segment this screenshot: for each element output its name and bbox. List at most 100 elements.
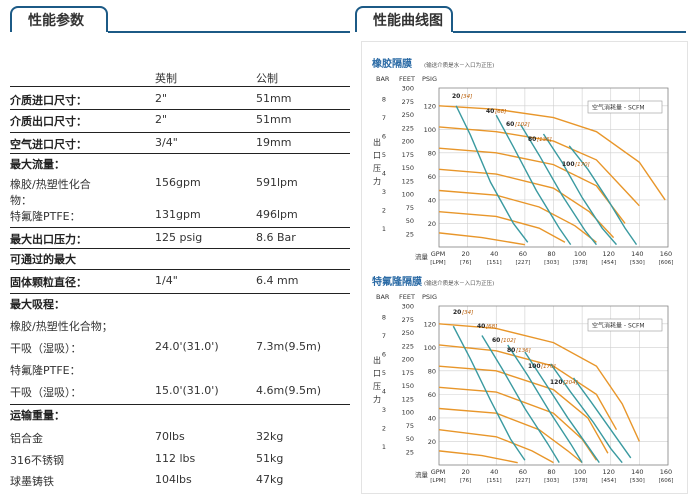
air-curve [455, 105, 529, 243]
lpm-tick-label: [454] [601, 478, 616, 484]
pressure-curve [438, 323, 641, 442]
air-label-bracket: [136] [516, 348, 531, 354]
pressure-curve [438, 105, 666, 201]
lpm-tick-label: [151] [487, 260, 502, 266]
air-label-bracket: [204] [563, 380, 578, 386]
gpm-tick-label: 160 [660, 250, 672, 258]
spec-metric: 4.6m(9.5m) [256, 384, 322, 397]
tab-performance-curve[interactable]: 性能曲线图 [355, 6, 453, 32]
spec-metric: 51mm [256, 92, 292, 105]
lpm-tick-label: [303] [544, 260, 559, 266]
air-label-value: 80 [528, 136, 536, 143]
spec-imperial: 125 psig [155, 231, 203, 244]
feet-tick-label: 175 [402, 151, 414, 159]
spec-label: 最大吸程： [10, 298, 65, 311]
lpm-tick-label: [378] [573, 478, 588, 484]
air-curve [542, 133, 618, 246]
bar-label: BAR [376, 293, 390, 301]
left-tab-rule [108, 31, 350, 33]
spec-label: 介质进口尺寸： [10, 94, 87, 107]
bar-tick-label: 4 [382, 388, 386, 396]
legend-text: 空气消耗量 - SCFM [592, 104, 645, 112]
air-label-value: 20 [453, 309, 461, 316]
spec-label: 介质出口尺寸： [10, 115, 87, 128]
feet-tick-label: 25 [406, 230, 414, 238]
spec-label: 物： [10, 194, 32, 207]
feet-tick-label: 150 [402, 164, 414, 172]
air-label-bracket: [136] [537, 137, 552, 143]
spec-metric: 51mm [256, 113, 292, 126]
lpm-tick-label: [151] [487, 478, 502, 484]
gpm-tick-label: 100 [574, 250, 586, 258]
bar-tick-label: 6 [382, 133, 386, 141]
lpm-tick-label: [530] [630, 260, 645, 266]
pressure-curve [438, 407, 583, 464]
y-axis-label-char: 出 [373, 137, 381, 147]
bar-tick-label: 5 [382, 369, 386, 377]
feet-tick-label: 25 [406, 448, 414, 456]
bar-tick-label: 5 [382, 151, 386, 159]
air-curve [572, 377, 632, 459]
air-curve [550, 363, 623, 464]
gpm-tick-label: 80 [547, 250, 555, 258]
gpm-tick-label: 140 [631, 250, 643, 258]
psig-tick-label: 60 [428, 391, 436, 399]
air-label-value: 120 [550, 379, 563, 386]
gpm-label: GPM [431, 250, 446, 258]
gpm-tick-label: 120 [603, 468, 615, 476]
spec-label: 特氟隆PTFE： [10, 210, 81, 223]
tab-performance-params[interactable]: 性能参数 [10, 6, 108, 32]
gpm-label: GPM [431, 468, 446, 476]
gpm-tick-label: 160 [660, 468, 672, 476]
feet-tick-label: 225 [402, 124, 414, 132]
air-label-value: 60 [492, 337, 500, 344]
air-label-value: 60 [506, 121, 514, 128]
lpm-label: [LPM] [430, 478, 445, 484]
air-curve [481, 335, 560, 464]
chart-title: 橡胶隔膜 [372, 57, 412, 70]
gpm-tick-label: 40 [490, 468, 498, 476]
psig-tick-label: 120 [424, 320, 436, 328]
header-imperial: 英制 [155, 72, 177, 85]
air-curve [524, 351, 600, 464]
psig-tick-label: 60 [428, 173, 436, 181]
air-curve [495, 114, 572, 246]
feet-tick-label: 250 [402, 329, 414, 337]
gpm-tick-label: 100 [574, 468, 586, 476]
plot-frame [438, 87, 669, 248]
psig-tick-label: 80 [428, 367, 436, 375]
spec-metric: 47kg [256, 473, 284, 486]
gpm-tick-label: 140 [631, 468, 643, 476]
feet-tick-label: 200 [402, 356, 414, 364]
pressure-curve [438, 386, 598, 461]
y-axis-label-char: 力 [373, 176, 381, 186]
gpm-tick-label: 20 [461, 250, 469, 258]
y-axis-label-char: 口 [373, 369, 381, 378]
divider [10, 227, 350, 228]
bar-tick-label: 7 [382, 114, 386, 122]
pressure-curve [438, 232, 525, 246]
bar-tick-label: 1 [382, 225, 386, 233]
psig-label: PSIG [422, 75, 437, 83]
tab-performance-params-label: 性能参数 [28, 13, 84, 29]
spec-imperial: 104lbs [155, 473, 192, 486]
spec-label: 橡胶/热塑性化合物； [10, 320, 113, 333]
lpm-tick-label: [378] [573, 260, 588, 266]
bar-tick-label: 6 [382, 351, 386, 359]
psig-label: PSIG [422, 293, 437, 301]
performance-curves-svg: 橡胶隔膜 (输送介质是水－入口为正压) BAR FEET PSIG 20 40 60 80 100… [372, 57, 673, 484]
spec-imperial: 131gpm [155, 208, 201, 221]
gpm-tick-label: 60 [519, 250, 527, 258]
bar-label: BAR [376, 75, 390, 83]
air-curve [452, 325, 526, 461]
spec-imperial: 156gpm [155, 176, 201, 189]
spec-metric: 8.6 Bar [256, 231, 296, 244]
air-label-value: 40 [477, 323, 485, 330]
air-label-value: 40 [486, 108, 494, 115]
divider [10, 293, 350, 294]
divider [10, 86, 350, 87]
spec-label: 316不锈钢 [10, 454, 64, 467]
pressure-curve [438, 365, 609, 454]
psig-tick-label: 40 [428, 196, 436, 204]
feet-tick-label: 250 [402, 111, 414, 119]
